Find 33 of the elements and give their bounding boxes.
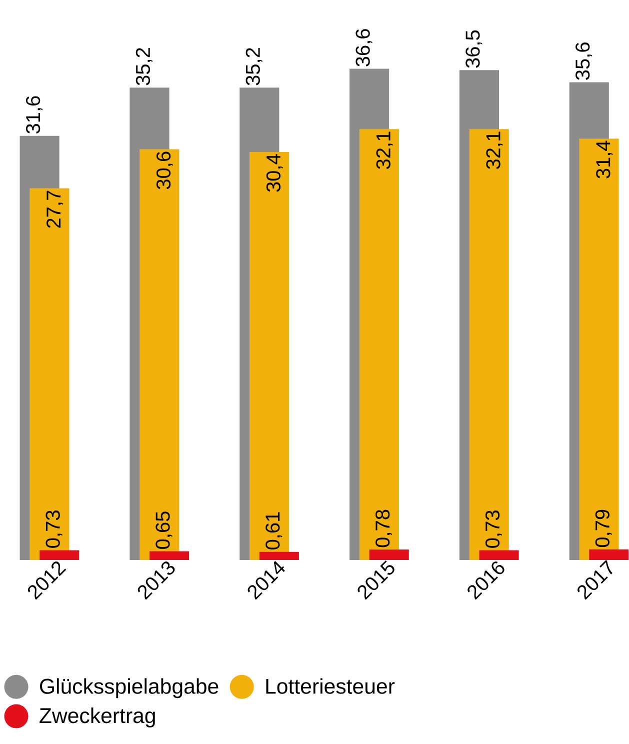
data-label: 30,4 <box>266 154 284 192</box>
legend-label: Glücksspielabgabe <box>40 678 218 698</box>
data-label: 0,78 <box>376 510 392 548</box>
data-label: 35,6 <box>576 42 592 80</box>
legend-label: Lotteriesteuer <box>266 678 395 694</box>
bar <box>40 550 80 560</box>
bar <box>250 152 290 560</box>
data-label: 0,79 <box>595 510 612 548</box>
data-label: 30,6 <box>156 152 174 190</box>
data-label: 0,73 <box>46 510 62 548</box>
data-label: 32,1 <box>486 132 503 169</box>
data-label: 0,61 <box>266 512 282 550</box>
bar <box>260 552 300 560</box>
bar <box>360 129 400 560</box>
data-label: 0,65 <box>156 512 172 549</box>
data-label: 35,2 <box>246 48 262 86</box>
bar <box>479 550 519 560</box>
bar <box>579 138 619 560</box>
legend-label: Zweckertrag <box>40 708 156 728</box>
data-label: 36,5 <box>466 30 482 68</box>
data-label: 31,4 <box>596 140 613 178</box>
bar <box>30 188 70 560</box>
data-label: 27,7 <box>46 190 64 228</box>
bar <box>150 551 190 560</box>
bar <box>469 129 510 560</box>
data-label: 36,6 <box>356 29 372 66</box>
data-label: 0,73 <box>486 510 502 548</box>
data-label: 31,6 <box>26 96 43 134</box>
data-label: 35,2 <box>136 48 153 86</box>
bar <box>140 149 180 560</box>
bar <box>369 550 410 560</box>
data-label: 32,1 <box>376 132 393 169</box>
bar <box>589 549 629 560</box>
